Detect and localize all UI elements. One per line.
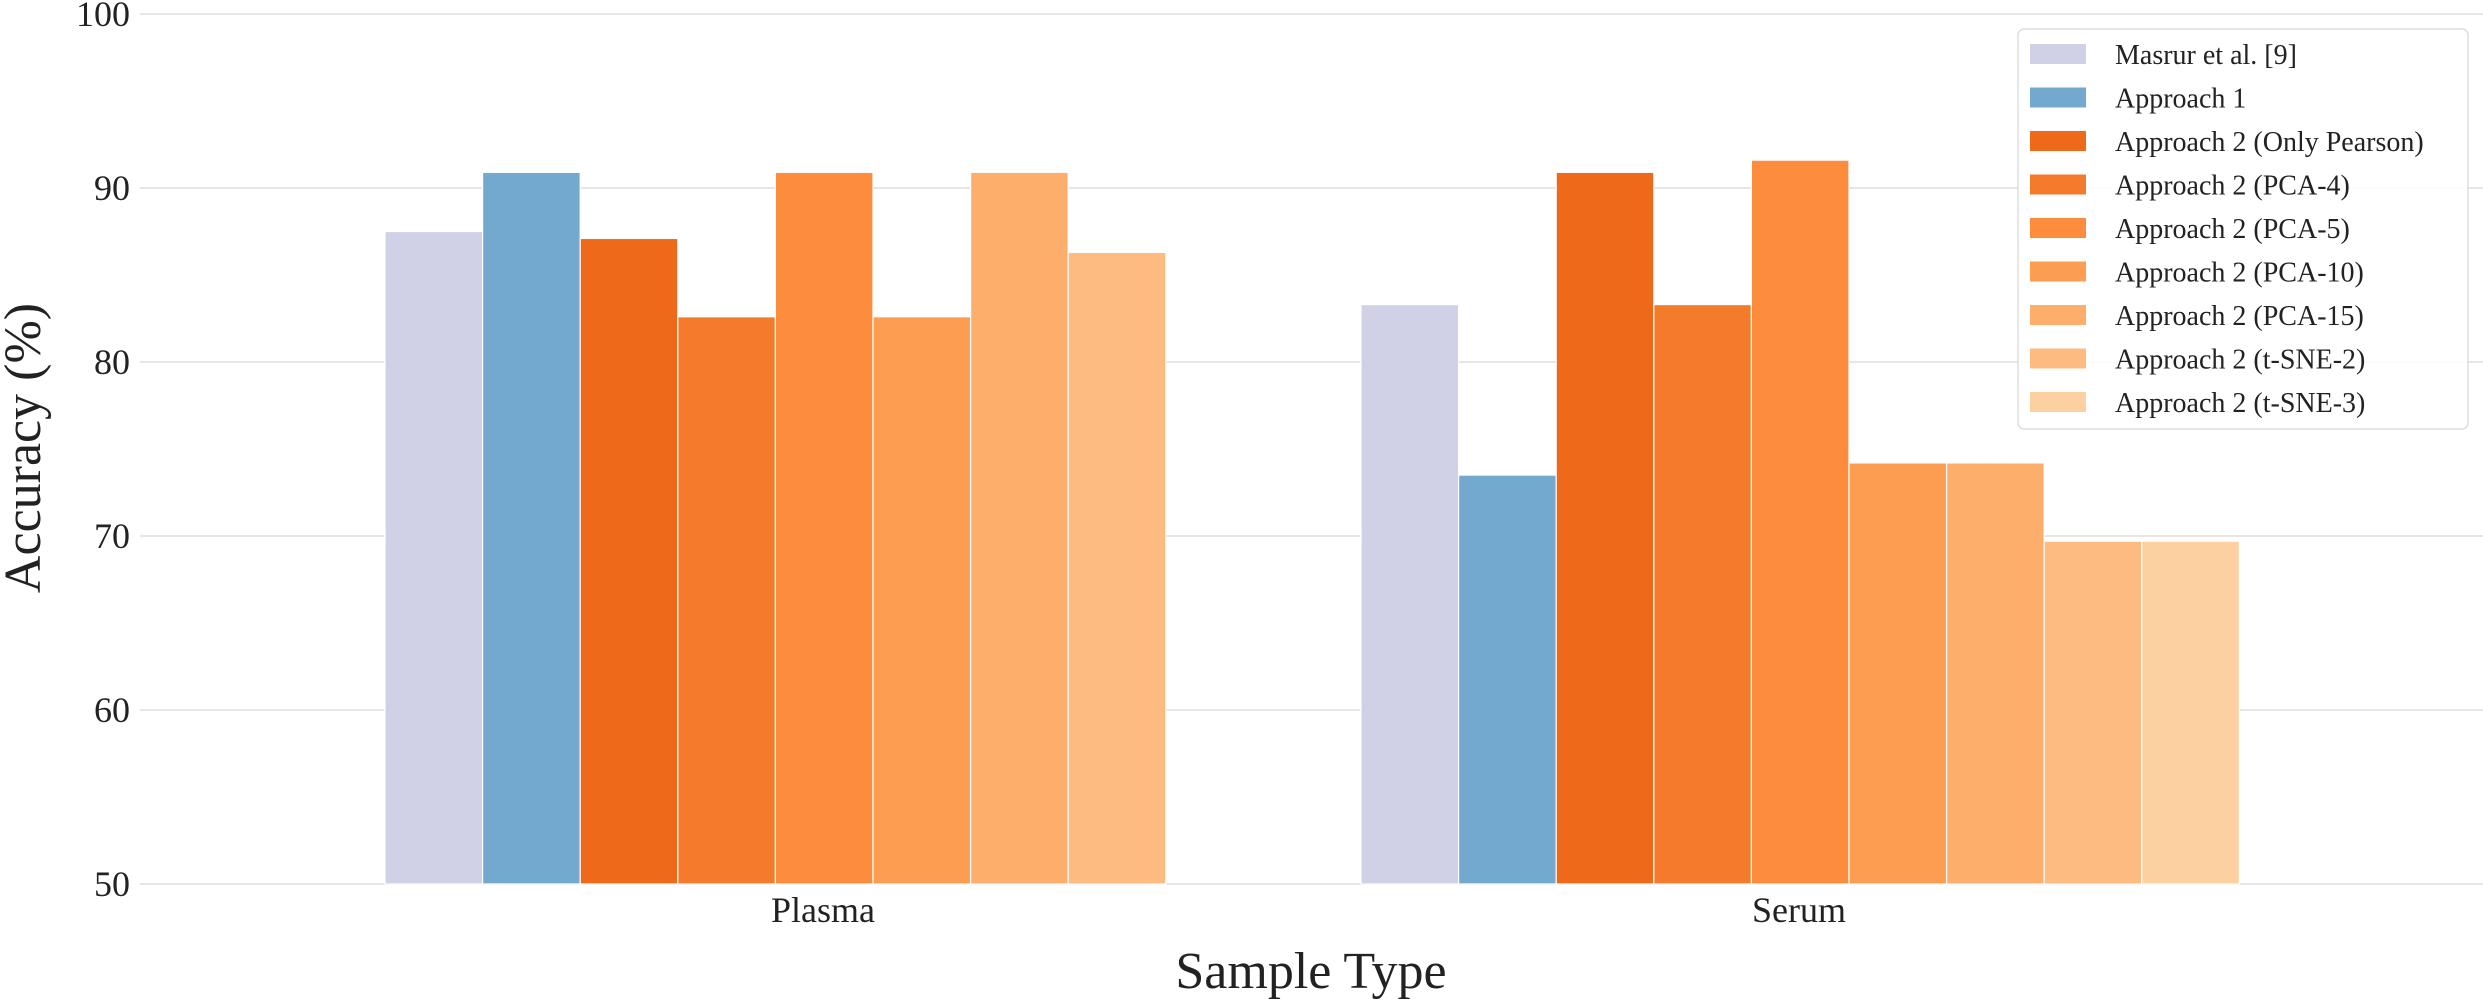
x-axis-title: Sample Type	[1175, 943, 1446, 1000]
legend-label: Approach 2 (PCA-10)	[2115, 258, 2364, 289]
bar	[384, 230, 484, 885]
y-tick-label: 60	[94, 690, 130, 730]
legend-label: Approach 2 (t-SNE-2)	[2115, 345, 2365, 376]
x-tick-label: Plasma	[771, 890, 875, 930]
legend-label: Masrur et al. [9]	[2115, 40, 2297, 71]
bar	[1653, 303, 1753, 885]
legend-swatch	[2030, 218, 2086, 238]
bar	[969, 171, 1069, 885]
y-tick-label: 100	[76, 0, 130, 34]
bar	[1945, 462, 2045, 885]
legend-swatch	[2030, 87, 2086, 108]
legend-swatch	[2030, 348, 2086, 369]
bar	[1457, 474, 1557, 885]
bar	[1750, 159, 1850, 885]
bar	[1360, 303, 1460, 885]
bar	[774, 171, 874, 885]
bar	[1067, 251, 1167, 885]
bar	[2043, 540, 2143, 885]
legend: Masrur et al. [9] Approach 1 Approach 2 (O…	[2017, 28, 2469, 430]
y-tick-label: 50	[94, 864, 130, 904]
legend-label: Approach 2 (PCA-5)	[2115, 214, 2350, 245]
legend-swatch	[2030, 392, 2086, 412]
y-axis-title: Accuracy (%)	[0, 303, 52, 593]
y-tick-label: 70	[94, 516, 130, 556]
legend-swatch	[2030, 305, 2086, 325]
y-tick-labels: 50 60 70 80 90 100	[76, 0, 130, 904]
bar	[482, 171, 581, 885]
legend-swatch	[2030, 174, 2086, 195]
y-tick-label: 90	[94, 168, 130, 208]
legend-swatch	[2030, 44, 2086, 64]
x-tick-labels: Plasma Serum	[771, 890, 1846, 930]
bar	[1555, 171, 1655, 885]
legend-label: Approach 2 (PCA-15)	[2115, 301, 2364, 332]
legend-label: Approach 2 (PCA-4)	[2115, 171, 2350, 202]
y-tick-label: 80	[94, 342, 130, 382]
legend-label: Approach 1	[2115, 84, 2246, 115]
legend-swatch	[2030, 131, 2086, 151]
legend-box	[2017, 28, 2469, 430]
legend-swatch	[2030, 261, 2086, 282]
bar	[1848, 462, 1948, 885]
bar	[872, 316, 972, 885]
bars	[384, 159, 2241, 885]
legend-label: Approach 2 (t-SNE-3)	[2115, 388, 2365, 419]
bar	[2141, 540, 2241, 885]
bar	[677, 316, 776, 885]
bar	[579, 237, 679, 885]
legend-label: Approach 2 (Only Pearson)	[2115, 127, 2424, 158]
x-tick-label: Serum	[1752, 890, 1846, 930]
